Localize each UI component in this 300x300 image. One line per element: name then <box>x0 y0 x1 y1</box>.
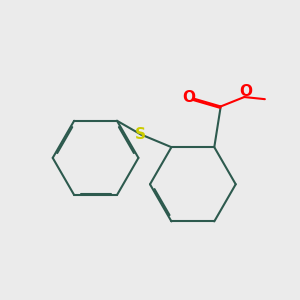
Text: O: O <box>239 84 252 99</box>
Text: O: O <box>182 89 195 104</box>
Text: S: S <box>135 127 146 142</box>
